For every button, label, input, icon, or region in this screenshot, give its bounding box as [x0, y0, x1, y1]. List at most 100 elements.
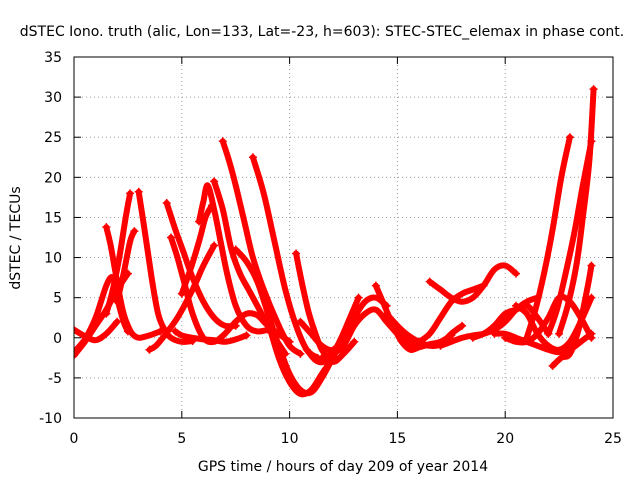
data-point-marker — [548, 361, 557, 370]
data-point-marker — [354, 293, 363, 302]
data-point-marker — [544, 329, 553, 338]
data-point-marker — [589, 85, 598, 94]
data-point-marker — [264, 317, 273, 326]
series-line — [74, 318, 121, 344]
data-point-marker — [382, 309, 391, 318]
data-point-marker — [587, 333, 596, 342]
series-arc-30 — [501, 293, 596, 346]
x-axis-label: GPS time / hours of day 209 of year 2014 — [198, 459, 488, 475]
x-tick-label: 5 — [177, 431, 186, 447]
series-arc-11 — [177, 201, 216, 298]
data-point-marker — [555, 329, 564, 338]
data-point-marker — [74, 325, 78, 334]
data-point-marker — [511, 301, 520, 310]
series-line — [219, 138, 304, 357]
data-point-marker — [522, 333, 531, 342]
series-line — [426, 262, 519, 305]
data-point-marker — [162, 199, 171, 208]
x-tick-label: 0 — [70, 431, 79, 447]
x-tick-label: 10 — [281, 431, 299, 447]
series-arc-14 — [218, 137, 305, 358]
data-point-marker — [350, 337, 359, 346]
data-point-marker — [102, 223, 111, 232]
series-line — [172, 328, 250, 345]
chart-title: dSTEC Iono. truth (alic, Lon=133, Lat=-2… — [20, 24, 624, 40]
data-point-marker — [130, 227, 139, 236]
grid-lines — [74, 57, 613, 418]
data-point-marker — [248, 153, 257, 162]
series-arc-33 — [548, 261, 596, 370]
series-line — [103, 190, 134, 317]
data-point-marker — [102, 309, 111, 318]
series-line — [146, 242, 218, 353]
y-tick-label: 20 — [44, 170, 62, 186]
y-tick-label: 10 — [44, 251, 62, 267]
series-line — [545, 138, 595, 337]
data-point-marker — [177, 289, 186, 298]
x-tick-label: 15 — [388, 431, 406, 447]
data-point-marker — [317, 353, 326, 362]
series-arc-03 — [102, 223, 165, 341]
series-arc-35 — [555, 85, 598, 338]
series-line — [196, 182, 271, 335]
series-line — [178, 202, 215, 297]
series-line — [114, 228, 138, 305]
y-tick-labels: -10 -5 0 5 10 15 20 25 30 35 — [39, 50, 62, 427]
data-point-marker — [134, 187, 143, 196]
data-point-marker — [126, 189, 135, 198]
data-point-marker — [167, 233, 176, 242]
series-line — [383, 310, 466, 349]
data-point-marker — [218, 137, 227, 146]
y-tick-label: 15 — [44, 210, 62, 226]
series-line — [135, 188, 196, 345]
series-arc-32 — [522, 133, 574, 342]
x-tick-label: 20 — [496, 431, 514, 447]
data-point-marker — [74, 351, 78, 360]
data-point-marker — [242, 331, 251, 340]
series-line — [405, 282, 487, 349]
series-arc-01 — [74, 317, 122, 344]
y-tick-label: -5 — [48, 371, 62, 387]
data-point-marker — [425, 277, 434, 286]
series-arc-26 — [425, 262, 520, 305]
plot-frame — [73, 56, 614, 419]
x-tick-labels: 0 5 10 15 20 25 — [70, 431, 622, 447]
data-point-marker — [145, 345, 154, 354]
data-point-marker — [458, 321, 467, 330]
data-series — [74, 85, 598, 398]
y-tick-label: -10 — [39, 411, 62, 427]
data-point-marker — [587, 261, 596, 270]
x-tick-label: 25 — [604, 431, 622, 447]
series-arc-15 — [171, 327, 251, 345]
series-line — [549, 262, 595, 369]
y-tick-label: 35 — [44, 50, 62, 66]
series-arc-08 — [145, 241, 219, 354]
data-point-marker — [511, 269, 520, 278]
data-point-marker — [404, 341, 413, 350]
data-point-marker — [171, 327, 180, 336]
series-line — [103, 224, 164, 341]
y-axis-label: dSTEC / TECUs — [8, 186, 24, 289]
series-arc-06 — [113, 227, 139, 306]
data-point-marker — [468, 333, 477, 342]
data-point-marker — [296, 349, 305, 358]
data-point-marker — [210, 177, 219, 186]
data-point-marker — [231, 245, 240, 254]
y-tick-label: 30 — [44, 90, 62, 106]
data-point-marker — [195, 217, 204, 226]
data-point-marker — [113, 297, 122, 306]
data-point-marker — [296, 317, 305, 326]
data-point-marker — [490, 329, 499, 338]
data-point-marker — [565, 133, 574, 142]
data-point-marker — [587, 293, 596, 302]
series-line — [163, 200, 239, 330]
data-point-marker — [113, 317, 122, 326]
y-tick-label: 5 — [53, 291, 62, 307]
data-point-marker — [501, 333, 510, 342]
data-point-marker — [292, 249, 301, 258]
y-tick-label: 25 — [44, 130, 62, 146]
data-point-marker — [371, 281, 380, 290]
data-point-marker — [210, 241, 219, 250]
